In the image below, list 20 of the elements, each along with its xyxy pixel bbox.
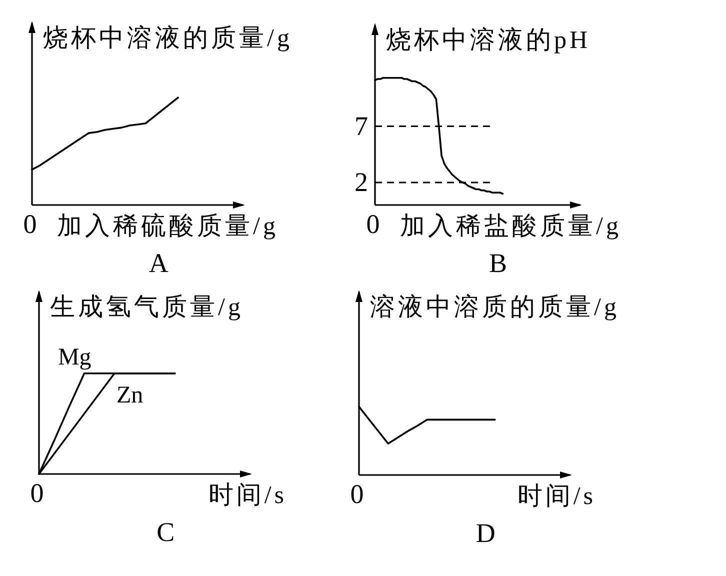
y-axis-title: 溶液中溶质的质量/g: [370, 293, 620, 321]
text: A: [148, 248, 169, 278]
x-axis-title: 加入稀硫酸质量/g: [57, 212, 278, 240]
series-label: Mg: [58, 344, 92, 370]
text: 0: [23, 209, 37, 239]
text: 0: [366, 209, 380, 239]
x-axis-title: 时间/s: [208, 482, 287, 509]
x-axis-title: 加入稀盐酸质量/g: [400, 213, 622, 240]
y-axis-title: 生成氢气质量/g: [50, 294, 244, 321]
text: 0: [350, 479, 364, 509]
text: 0: [30, 478, 44, 508]
y-tick-label: 7: [354, 110, 368, 141]
text: B: [488, 248, 508, 278]
y-tick-label: 2: [354, 167, 368, 198]
series-label: Zn: [116, 382, 144, 408]
x-axis-title: 时间/s: [517, 483, 596, 510]
text: D: [476, 518, 496, 548]
y-axis-title: 烧杯中溶液的质量/g: [43, 24, 292, 52]
text: C: [156, 517, 175, 547]
y-axis-title: 烧杯中溶液的pH: [386, 26, 591, 54]
